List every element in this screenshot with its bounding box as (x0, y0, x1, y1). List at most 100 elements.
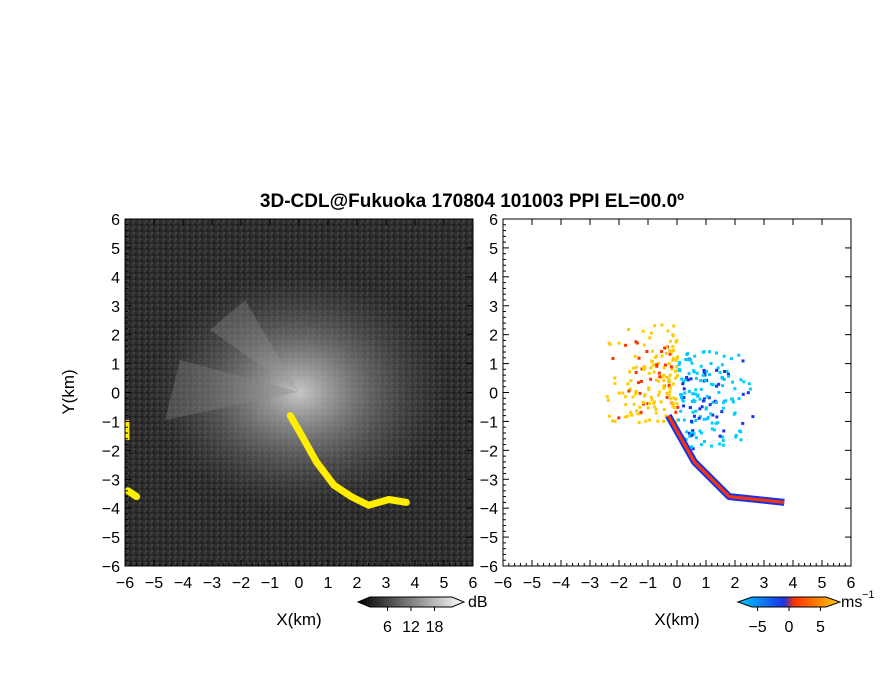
velocity-cell (682, 380, 686, 384)
velocity-cell (731, 400, 735, 404)
velocity-cell (658, 390, 662, 394)
velocity-cell (721, 406, 725, 410)
velocity-cell (669, 365, 673, 369)
velocity-cell (607, 414, 611, 418)
velocity-cell (642, 365, 646, 369)
velocity-cell (734, 435, 738, 439)
velocity-cell (674, 397, 678, 401)
velocity-cell (689, 358, 693, 362)
velocity-cell (665, 375, 669, 379)
velocity-cell (655, 363, 659, 367)
velocity-cell (676, 405, 680, 409)
velocity-cell (644, 419, 648, 423)
velocity-cell (623, 415, 627, 419)
velocity-cell (650, 397, 654, 401)
snr-colorbar: dB 6 12 18 (356, 594, 488, 636)
velocity-filament-inner (666, 414, 785, 504)
velocity-xtick-label: 5 (818, 575, 827, 592)
velocity-cell (675, 365, 679, 369)
velocity-cell (700, 443, 704, 447)
velocity-cell (694, 376, 698, 380)
velocity-cell (717, 382, 721, 386)
velocity-cell (633, 354, 637, 358)
velocity-cell (667, 383, 671, 387)
velocity-cell (663, 363, 667, 367)
velocity-cell (662, 408, 666, 412)
velocity-cell (628, 387, 632, 391)
velocity-cell (685, 430, 689, 434)
velocity-cell (664, 414, 668, 418)
velocity-cell (703, 372, 707, 376)
velocity-cell (613, 381, 617, 385)
velocity-colorbar-tick-label: 5 (816, 619, 825, 636)
velocity-cell (656, 361, 660, 365)
velocity-cell (665, 395, 669, 399)
snr-ytick-label: −1 (102, 414, 120, 431)
velocity-cell (703, 378, 707, 382)
velocity-cell (663, 346, 667, 350)
velocity-cell (649, 395, 653, 399)
velocity-cell (637, 421, 641, 425)
velocity-cell (650, 331, 654, 335)
velocity-cell (720, 375, 724, 379)
snr-ytick-label: −4 (102, 501, 120, 518)
velocity-cell (674, 370, 678, 374)
velocity-cell (641, 401, 645, 405)
velocity-xtick-label: −2 (610, 575, 628, 592)
velocity-cell (730, 397, 734, 401)
velocity-xtick-label: 1 (702, 575, 711, 592)
velocity-cell (732, 412, 736, 416)
velocity-cell (703, 440, 707, 444)
velocity-cell (670, 350, 674, 354)
velocity-cell (715, 415, 719, 419)
velocity-cell (668, 373, 672, 377)
velocity-cell (659, 400, 663, 404)
velocity-cell (665, 345, 669, 349)
velocity-cell (751, 415, 755, 419)
velocity-cell (718, 434, 722, 438)
velocity-cell (702, 368, 706, 372)
velocity-ytick-label: 3 (489, 299, 498, 316)
velocity-ytick-label: 2 (489, 328, 498, 345)
velocity-cell (654, 407, 658, 411)
velocity-cell (727, 374, 731, 378)
snr-xtick-label: −6 (116, 575, 134, 592)
velocity-cell (699, 364, 703, 368)
velocity-cell (694, 409, 698, 413)
velocity-cell (647, 401, 651, 405)
velocity-cell (657, 371, 661, 375)
velocity-cell (722, 401, 726, 405)
velocity-panel: −6−6 −5 −5 −4 −4 −3 −3 −2 −2 −1 −1 0 0 1 1 2 2 3 3 4 4 5 5 6 6 X… (480, 212, 856, 629)
chart-title: 3D-CDL@Fukuoka 170804 101003 PPI EL=00.0… (260, 191, 684, 212)
velocity-cell (671, 382, 675, 386)
velocity-cell (689, 419, 693, 423)
velocity-cell (655, 364, 659, 368)
velocity-cell (708, 350, 712, 354)
velocity-cell (670, 367, 674, 371)
velocity-cell (657, 393, 661, 397)
velocity-cell (651, 349, 655, 353)
velocity-cell (639, 379, 643, 383)
velocity-cell (718, 371, 722, 375)
snr-ytick-label: 5 (111, 241, 120, 258)
snr-ytick-label: 6 (111, 212, 120, 229)
velocity-cell (733, 387, 737, 391)
velocity-ytick-label: −4 (480, 501, 498, 518)
velocity-cell (653, 324, 657, 328)
velocity-cell (726, 372, 730, 376)
snr-ytick-label: 1 (111, 357, 120, 374)
velocity-cell (629, 379, 633, 383)
velocity-cell (678, 360, 682, 364)
velocity-cell (675, 374, 679, 378)
snr-xtick-label: 0 (295, 575, 304, 592)
velocity-cell (739, 378, 743, 382)
velocity-cell (722, 377, 726, 381)
velocity-cell (720, 435, 724, 439)
velocity-cell (692, 414, 696, 418)
velocity-background (503, 219, 851, 566)
velocity-cell (608, 342, 612, 346)
velocity-cell (687, 372, 691, 376)
velocity-cell (682, 387, 686, 391)
velocity-cell (702, 417, 706, 421)
velocity-cell (689, 377, 693, 381)
